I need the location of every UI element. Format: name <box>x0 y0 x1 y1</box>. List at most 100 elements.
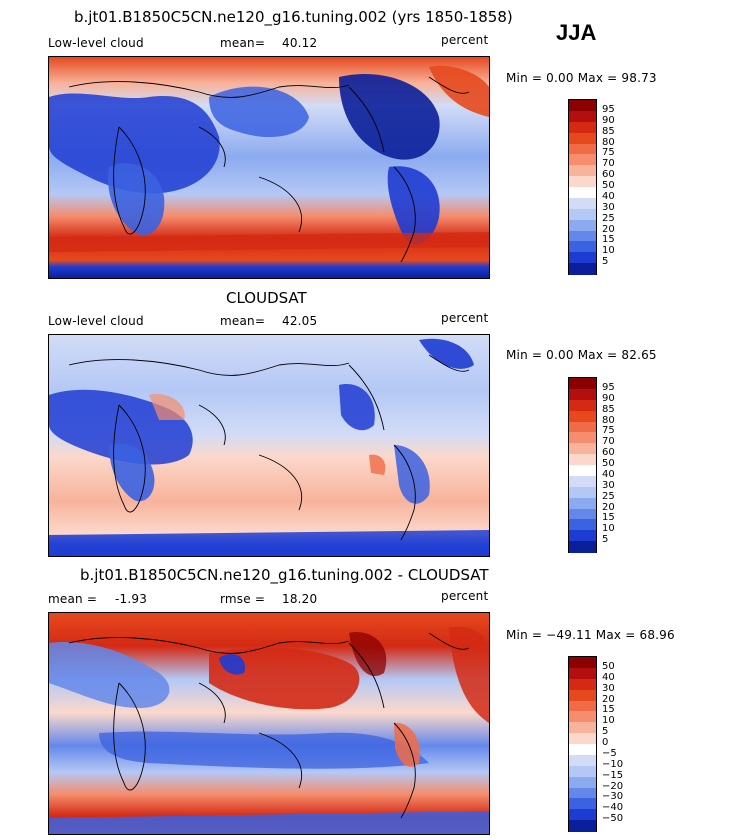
colorbar-cell <box>569 378 596 390</box>
colorbar-cell <box>569 176 596 188</box>
colorbar-level-label: −50 <box>602 813 624 825</box>
panel-units-diff: percent <box>441 589 489 603</box>
colorbar-level-label: 20 <box>602 501 615 513</box>
colorbar-cell <box>569 700 596 712</box>
colorbar-diff <box>568 656 597 832</box>
colorbar-labels-obs: 95 90 85 80 75 70 60 50 40 30 25 20 15 10 5 <box>600 377 640 551</box>
panel-minmax-diff: Min = −49.11 Max = 68.96 <box>506 628 675 642</box>
colorbar-level-label: 5 <box>602 726 609 738</box>
colorbar-cell <box>569 541 596 553</box>
colorbar-cell <box>569 410 596 422</box>
colorbar-obs <box>568 377 597 553</box>
colorbar-level-label: 10 <box>602 715 615 727</box>
colorbar-cell <box>569 486 596 499</box>
colorbar-cell <box>569 809 596 821</box>
colorbar-cell <box>569 657 596 669</box>
colorbar-level-label: 90 <box>602 392 615 404</box>
colorbar-level-label: 30 <box>602 479 615 491</box>
colorbar-level-label: 90 <box>602 114 615 126</box>
colorbar-cell <box>569 787 596 799</box>
panel-mean-value-model: 40.12 <box>282 36 318 50</box>
colorbar-level-label: 50 <box>602 458 615 469</box>
panel-mean-label-model: mean= <box>220 36 266 50</box>
panel-mean-label-obs: mean= <box>220 314 266 328</box>
colorbar-level-label: −10 <box>602 758 624 770</box>
colorbar-cell <box>569 165 596 177</box>
colorbar-level-label: 25 <box>602 490 615 502</box>
colorbar-cell <box>569 154 596 166</box>
colorbar-level-label: −20 <box>602 780 624 792</box>
colorbar-cell <box>569 432 596 444</box>
colorbar-level-label: 15 <box>602 512 615 524</box>
colorbar-level-label: −40 <box>602 802 624 814</box>
colorbar-level-label: 75 <box>602 425 615 437</box>
colorbar-cell <box>569 454 596 466</box>
panel-mean-value-diff: -1.93 <box>115 592 148 606</box>
colorbar-cell <box>569 421 596 433</box>
colorbar-level-label: 30 <box>602 682 615 694</box>
panel-left-label-obs: Low-level cloud <box>48 314 144 328</box>
colorbar-cell <box>569 208 596 221</box>
colorbar-cell <box>569 678 596 691</box>
colorbar-level-label: 10 <box>602 523 615 535</box>
colorbar-level-label: 40 <box>602 671 615 683</box>
panel-minmax-model: Min = 0.00 Max = 98.73 <box>506 71 657 85</box>
colorbar-cell <box>569 475 596 488</box>
colorbar-cell <box>569 388 596 401</box>
colorbar-level-label: 70 <box>602 158 615 170</box>
colorbar-cell <box>569 667 596 680</box>
colorbar-cell <box>569 497 596 509</box>
colorbar-level-label: 5 <box>602 256 609 268</box>
panel-rmse-label-diff: rmse = <box>220 592 266 606</box>
colorbar-level-label: 30 <box>602 201 615 213</box>
map-model <box>48 56 490 279</box>
map-obs <box>48 334 490 557</box>
season-label: JJA <box>556 20 597 45</box>
colorbar-level-label: 85 <box>602 403 615 415</box>
colorbar-cell <box>569 143 596 155</box>
colorbar-model <box>568 99 597 275</box>
colorbar-level-label: 95 <box>602 381 615 393</box>
colorbar-level-label: −30 <box>602 791 624 803</box>
colorbar-cell <box>569 711 596 723</box>
colorbar-level-label: 40 <box>602 468 615 480</box>
colorbar-cell <box>569 230 596 242</box>
panel-title-diff: b.jt01.B1850C5CN.ne120_g16.tuning.002 - … <box>80 566 489 584</box>
colorbar-cell <box>569 689 596 701</box>
colorbar-cell <box>569 263 596 275</box>
colorbar-level-label: 25 <box>602 212 615 224</box>
panel-mean-value-obs: 42.05 <box>282 314 318 328</box>
colorbar-level-label: −15 <box>602 769 624 781</box>
panel-minmax-obs: Min = 0.00 Max = 82.65 <box>506 348 657 362</box>
colorbar-cell <box>569 241 596 253</box>
colorbar-level-label: 80 <box>602 136 615 148</box>
colorbar-cell <box>569 219 596 231</box>
colorbar-cell <box>569 197 596 210</box>
colorbar-level-label: 20 <box>602 223 615 235</box>
colorbar-cell <box>569 820 596 832</box>
panel-title-model: b.jt01.B1850C5CN.ne120_g16.tuning.002 (y… <box>74 8 513 26</box>
colorbar-level-label: 80 <box>602 414 615 426</box>
colorbar-labels-diff: 50 40 30 20 15 10 5 0 −5 −10 −15 −20 −30 −40 −50 <box>600 656 640 830</box>
colorbar-cell <box>569 132 596 144</box>
colorbar-cell <box>569 744 596 756</box>
panel-left-label-model: Low-level cloud <box>48 36 144 50</box>
colorbar-level-label: 10 <box>602 245 615 257</box>
colorbar-cell <box>569 798 596 810</box>
colorbar-level-label: 70 <box>602 436 615 448</box>
map-obs-field <box>49 335 489 556</box>
colorbar-cell <box>569 252 596 264</box>
colorbar-cell <box>569 399 596 412</box>
colorbar-cell <box>569 465 596 477</box>
colorbar-cell <box>569 765 596 778</box>
colorbar-level-label: 15 <box>602 234 615 246</box>
panel-rmse-value-diff: 18.20 <box>282 592 318 606</box>
colorbar-labels-model: 95 90 85 80 75 70 60 50 40 30 25 20 15 10 5 <box>600 99 640 273</box>
colorbar-level-label: 40 <box>602 190 615 202</box>
colorbar-level-label: −5 <box>602 747 617 759</box>
colorbar-level-label: 50 <box>602 660 615 672</box>
panel-units-obs: percent <box>441 311 489 325</box>
colorbar-level-label: 20 <box>602 693 615 705</box>
colorbar-cell <box>569 733 596 745</box>
colorbar-level-label: 85 <box>602 125 615 137</box>
